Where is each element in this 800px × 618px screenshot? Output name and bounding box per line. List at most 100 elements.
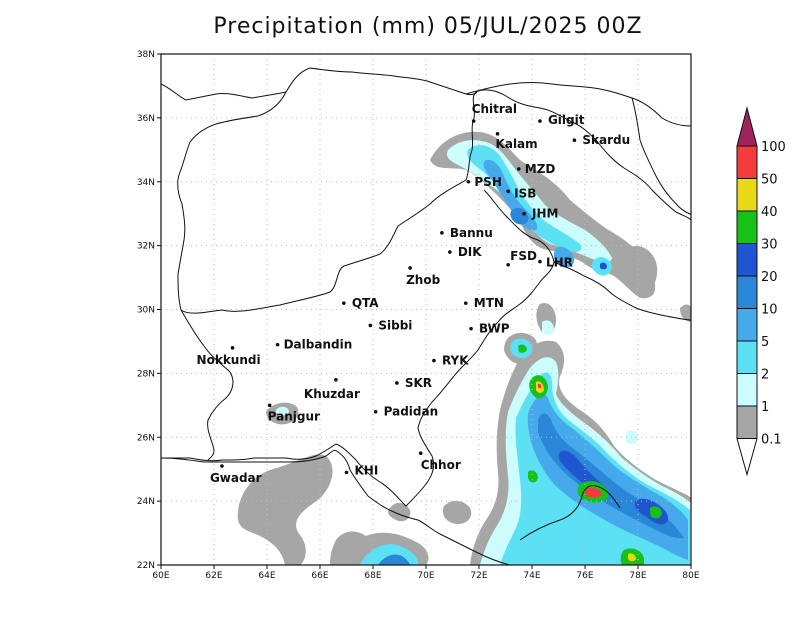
colorbar-segment xyxy=(736,308,758,342)
x-tick-label: 68E xyxy=(364,571,381,581)
city-label: Skardu xyxy=(582,133,630,147)
city-label: JHM xyxy=(531,207,558,221)
precip-area-lhr xyxy=(553,246,575,268)
precip-core-d xyxy=(650,506,662,519)
colorbar-label: 10 xyxy=(761,303,778,318)
city-dot xyxy=(448,250,452,254)
colorbar-bottom-arrow xyxy=(736,438,758,477)
city-label: QTA xyxy=(352,296,379,310)
x-tick-label: 62E xyxy=(205,571,222,581)
x-tick-label: 74E xyxy=(523,571,540,581)
colorbar-label: 2 xyxy=(761,368,769,383)
y-tick-label: 28N xyxy=(137,369,155,379)
colorbar-segment xyxy=(736,243,758,277)
city-dot xyxy=(432,358,436,363)
precip-core-e2 xyxy=(628,553,636,562)
city-label: Nokkundi xyxy=(197,353,261,367)
afghanistan-north xyxy=(161,54,287,311)
city-label: ISB xyxy=(514,186,536,200)
city-dot xyxy=(440,231,444,235)
city-label: FSD xyxy=(510,249,537,263)
precip-area-ne-grey2 xyxy=(680,304,691,322)
city-label: MTN xyxy=(474,296,504,310)
city-dot xyxy=(506,189,510,194)
precip-area-west xyxy=(237,454,333,565)
precip-area-mid-grey xyxy=(442,500,472,524)
colorbar-label: 30 xyxy=(761,238,778,253)
city-dot xyxy=(538,119,542,123)
city-label: BWP xyxy=(479,322,510,336)
y-tick-label: 30N xyxy=(137,306,155,316)
precip-core-f xyxy=(528,470,538,483)
city-label: PSH xyxy=(474,175,501,189)
city-label: Dalbandin xyxy=(284,338,353,352)
colorbar-legend: 0.1 1 2 5 10 20 30 40 50 100 xyxy=(736,106,786,477)
city-label: Chitral xyxy=(472,102,517,116)
map-grid xyxy=(161,54,691,565)
city-label: MZD xyxy=(525,162,556,176)
city-dot xyxy=(334,377,338,382)
colorbar-label: 100 xyxy=(761,140,786,155)
colorbar-segment xyxy=(736,340,758,374)
city-dot xyxy=(471,119,476,123)
coastline xyxy=(161,449,621,565)
city-dot xyxy=(522,211,526,216)
city-label: Kalam xyxy=(496,137,538,151)
kashmir-loc xyxy=(595,139,691,221)
city-label: Sibbi xyxy=(378,318,412,332)
colorbar-label: 40 xyxy=(761,205,778,220)
y-tick-label: 26N xyxy=(137,433,155,443)
axis-ticks: 60E 62E 64E 66E 68E 70E 72E 74E 76E 78E 80E 22N 24N 2… xyxy=(137,50,700,581)
city-label: KHI xyxy=(355,463,379,477)
x-tick-label: 64E xyxy=(258,571,275,581)
colorbar-segment xyxy=(736,210,758,244)
x-tick-label: 72E xyxy=(470,571,487,581)
coastline-makran xyxy=(161,449,351,471)
afghanistan-boundary xyxy=(161,67,477,101)
colorbar-label: 5 xyxy=(761,335,769,350)
y-tick-label: 38N xyxy=(137,50,155,60)
tajik-china xyxy=(465,82,691,127)
y-tick-label: 34N xyxy=(137,178,155,188)
colorbar-label: 0.1 xyxy=(761,433,782,448)
country-boundaries xyxy=(161,54,691,507)
city-label: LHR xyxy=(546,256,573,270)
precip-core-c2 xyxy=(584,487,602,498)
city-label: DIK xyxy=(458,245,482,259)
precip-core-b3 xyxy=(537,383,542,389)
city-markers: Chitral Gilgit Kalam Skardu MZD PSH ISB JHM Bann… xyxy=(197,102,631,485)
y-tick-label: 24N xyxy=(137,497,155,507)
city-dot xyxy=(408,266,412,270)
city-label: Gwadar xyxy=(210,471,262,485)
precip-area-bottom-left-3 xyxy=(378,554,410,565)
colorbar-segment xyxy=(736,275,758,309)
city-dot xyxy=(368,323,373,328)
x-tick-label: 78E xyxy=(629,571,646,581)
y-tick-label: 36N xyxy=(137,114,155,124)
pakistan-boundary xyxy=(161,89,597,507)
x-tick-label: 60E xyxy=(152,571,169,581)
city-label: Padidan xyxy=(384,405,439,419)
coastline-gujarat xyxy=(519,485,621,541)
city-dot xyxy=(275,342,280,347)
city-label: RYK xyxy=(442,354,469,368)
pakistan-iran-boundary xyxy=(180,309,234,461)
colorbar-label: 1 xyxy=(761,400,769,415)
x-tick-label: 66E xyxy=(311,571,328,581)
colorbar-label: 20 xyxy=(761,270,778,285)
city-dot xyxy=(469,326,473,331)
map-title: Precipitation (mm) 05/JUL/2025 00Z xyxy=(213,14,643,39)
city-dot xyxy=(538,259,542,264)
colorbar-top-arrow xyxy=(736,106,758,147)
precip-area-ne-grey xyxy=(628,245,658,292)
city-dot xyxy=(230,346,235,350)
city-dot xyxy=(342,301,346,305)
city-dot xyxy=(267,403,272,408)
precip-area-panjgur-inner xyxy=(276,406,289,416)
city-dot xyxy=(495,132,500,136)
x-tick-label: 80E xyxy=(682,571,699,581)
city-dot xyxy=(572,138,577,143)
colorbar-segment xyxy=(736,145,758,179)
city-dot xyxy=(463,301,468,305)
city-dot xyxy=(344,470,349,475)
